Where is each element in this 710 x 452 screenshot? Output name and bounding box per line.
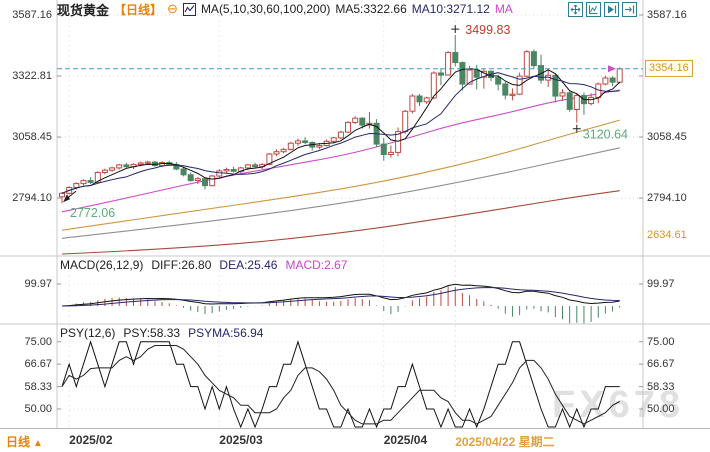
right-axis-extra-label: 2634.61 xyxy=(647,228,687,241)
pan-icon[interactable] xyxy=(568,2,583,17)
x-axis-date-label: 2025/02 xyxy=(69,433,113,447)
psy-axis-label-left: 58.33 xyxy=(24,380,52,393)
psy-value: PSY:58.33 xyxy=(123,326,181,340)
chart-header: 现货黄金 【日线】 ⊖ MA(5,10,30,60,100,200) MA5:3… xyxy=(57,1,513,18)
highlighted-date-label: 2025/04/22 星期二 xyxy=(455,435,555,449)
ma60-line xyxy=(61,119,620,231)
ma200-line xyxy=(61,190,620,255)
macd-name: MACD(26,12,9) xyxy=(60,258,144,272)
chart-toolbar xyxy=(568,2,637,17)
candles xyxy=(59,35,623,204)
macd-dea-line xyxy=(61,286,620,307)
psy-header: PSY(12,6) PSY:58.33 PSYMA:56.94 xyxy=(60,326,263,340)
marker-cross-icon xyxy=(451,25,460,34)
macd-axis-label-left: 99.97 xyxy=(24,278,52,290)
y-axis-label-right: 3587.16 xyxy=(647,8,687,21)
goto-latest-icon[interactable] xyxy=(622,2,637,17)
scale-icon[interactable] xyxy=(586,2,601,17)
macd-dea-value: DEA:25.46 xyxy=(219,258,278,272)
ma100-line xyxy=(61,147,620,239)
ma-badge[interactable]: MA xyxy=(494,2,513,16)
y-axis-label-left: 3587.16 xyxy=(12,8,52,21)
period-tag[interactable]: 【日线】 xyxy=(114,2,163,17)
psy-axis-label-left: 75.00 xyxy=(24,335,52,348)
y-axis-label-right: 2794.10 xyxy=(647,192,687,205)
period-selector[interactable]: 日线 ▲ xyxy=(6,435,43,449)
psy-axis-label-right: 58.33 xyxy=(647,380,675,393)
macd-axis-label-right: 99.97 xyxy=(647,278,675,290)
macd-header: MACD(26,12,9) DIFF:26.80 DEA:25.46 MACD:… xyxy=(60,258,347,272)
macd-diff-value: DIFF:26.80 xyxy=(151,258,212,272)
psy-axis-label-right: 50.00 xyxy=(647,403,675,415)
ma-legend: MA(5,10,30,60,100,200) xyxy=(200,2,331,16)
low-annotation: 3120.64 xyxy=(583,128,628,142)
time-axis-bar: 日线 ▲ xyxy=(0,428,710,452)
x-axis-date-label: 2025/04 xyxy=(383,433,428,447)
psyma-line xyxy=(61,345,620,425)
y-axis-label-left: 3322.81 xyxy=(12,70,52,82)
ma10-line xyxy=(61,72,620,194)
indicator-icon[interactable] xyxy=(182,2,196,16)
arrowhead-icon xyxy=(63,194,70,203)
psy-axis-label-left: 50.00 xyxy=(24,403,52,415)
current-price-label: 3354.16 xyxy=(645,59,693,77)
psy-axis-label-left: 66.67 xyxy=(24,358,52,371)
ma10-value: MA10:3271.12 xyxy=(411,2,490,16)
macd-value: MACD:2.67 xyxy=(285,258,348,272)
y-axis-label-left: 2794.10 xyxy=(12,192,52,205)
psy-axis-label-right: 75.00 xyxy=(647,335,675,348)
marker-cross-icon xyxy=(572,124,581,133)
psy-name: PSY(12,6) xyxy=(60,326,116,340)
psyma-value: PSYMA:56.94 xyxy=(188,326,264,340)
ma30-line xyxy=(61,89,620,213)
play-icon[interactable] xyxy=(604,2,619,17)
y-axis-label-right: 3058.45 xyxy=(647,131,687,144)
ma5-value: MA5:3322.66 xyxy=(335,2,407,16)
high-annotation: 3499.83 xyxy=(465,23,510,37)
y-axis-label-left: 3058.45 xyxy=(12,131,52,144)
collapse-icon[interactable]: ⊖ xyxy=(167,1,178,16)
price-pointer-icon xyxy=(608,65,616,73)
x-axis-date-label: 2025/03 xyxy=(219,433,263,447)
start-low-annotation: 2772.06 xyxy=(70,206,115,220)
ma5-line xyxy=(61,68,621,194)
psy-line xyxy=(61,340,620,429)
macd-diff-line xyxy=(61,283,620,307)
psy-axis-label-right: 66.67 xyxy=(647,358,675,371)
instrument-title: 现货黄金 xyxy=(57,2,110,18)
